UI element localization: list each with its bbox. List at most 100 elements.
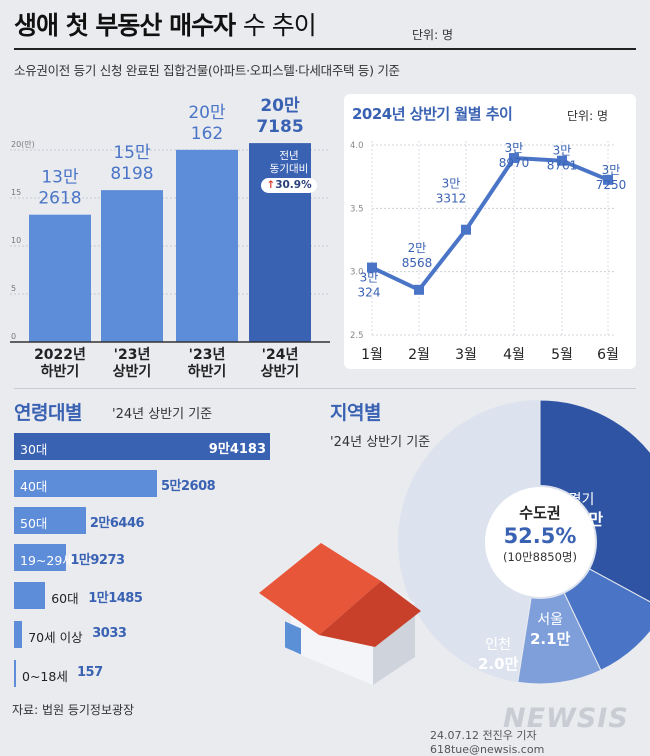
monthly-panel	[344, 94, 636, 369]
age-bar-row: 70세 이상 3033	[14, 621, 314, 648]
house-roof-left	[259, 543, 381, 635]
x-category-label: '23년 하반기	[187, 347, 227, 380]
segment-value: 6.9만	[560, 510, 604, 529]
age-group-label: 40대	[20, 479, 48, 494]
x-category-label: '24년 상반기	[260, 347, 300, 380]
age-bar-row: 0~18세 157	[14, 660, 314, 687]
region-section-sub: '24년 상반기 기준	[330, 435, 431, 450]
age-bar-row: 19~29세 1만9273	[14, 544, 314, 571]
age-bar-row: 50대 2만6446	[14, 507, 314, 534]
segment-label-gyeonggi: 경기 6.9만	[560, 490, 603, 530]
house-wall-side	[373, 607, 415, 685]
subtitle: 소유권이전 등기 신청 완료된 집합건물(아파트·오피스텔·다세대주택 등) 기…	[14, 63, 400, 78]
bar	[249, 143, 311, 342]
region-section-title: 지역별	[330, 402, 381, 424]
title-divider	[14, 48, 636, 50]
y-tick-label: 3.5	[350, 204, 364, 214]
age-bar	[14, 660, 16, 687]
yoy-label-2: 동기대비	[269, 163, 309, 175]
month-label: 3월	[455, 347, 477, 363]
bar-value-label: 162	[191, 124, 223, 144]
segment-label-incheon: 인천 2.0만	[478, 636, 518, 674]
point-value-label: 3만	[505, 141, 524, 155]
age-bar-row: 30대 9만4183	[14, 433, 314, 460]
bar	[101, 190, 163, 342]
house-roof-right	[319, 581, 421, 647]
segment-name: 인천	[485, 637, 512, 653]
x-category-label: 2022년 하반기	[34, 347, 86, 380]
unit-label: 단위: 명	[412, 28, 453, 42]
yoy-badge: ↑30.9%	[261, 178, 317, 193]
age-bar	[14, 507, 86, 534]
age-group-label: 60대	[51, 591, 79, 606]
age-value-label: 1만9273	[70, 553, 125, 568]
monthly-title: 2024년 상반기 월별 추이	[352, 105, 513, 123]
point-value-label: 8761	[547, 159, 578, 173]
y-tick-label: 3.0	[350, 268, 364, 278]
y-tick-label: 10	[11, 236, 21, 245]
point-value-label: 3만	[442, 177, 461, 191]
segment-label-seoul: 서울 2.1만	[530, 611, 570, 649]
bar	[29, 214, 91, 342]
point-value-label: 3312	[436, 192, 467, 206]
line-point	[509, 153, 519, 164]
month-label: 1월	[361, 347, 383, 363]
age-group-label: 70세 이상	[28, 630, 83, 645]
age-bar-row: 60대 1만1485	[14, 582, 314, 609]
monthly-unit: 단위: 명	[567, 109, 608, 123]
y-tick-label: 5	[11, 284, 16, 293]
bar-value-label: 13만	[41, 168, 79, 188]
center-count: (10만8850명)	[502, 550, 578, 564]
y-tick-label: 0	[11, 332, 16, 341]
window-icon	[285, 621, 301, 655]
y-tick-label: 4.0	[350, 141, 364, 151]
age-value-label: 2만6446	[89, 516, 145, 531]
segment-name: 서울	[537, 612, 564, 628]
segment-name: 경기	[568, 492, 595, 508]
age-value-label: 1만1485	[88, 591, 143, 606]
age-group-label: 0~18세	[22, 669, 68, 684]
age-group-label: 30대	[20, 442, 48, 457]
house-illustration	[259, 543, 421, 685]
age-value-label: 5만2608	[160, 479, 216, 494]
y-tick-label: 15	[11, 188, 21, 197]
age-bar	[14, 621, 23, 648]
age-value-label: 157	[77, 665, 103, 680]
monthly-line-chart: 4.03.53.02.5 3만3242만85683만33123만89703만87…	[350, 141, 627, 363]
line-point	[461, 224, 471, 235]
age-value-label: 3033	[92, 626, 127, 641]
point-value-label: 8568	[402, 256, 433, 270]
bar	[176, 149, 238, 342]
source-note: 자료: 법원 등기정보광장	[12, 703, 135, 717]
age-bar	[14, 433, 270, 460]
line-point	[557, 155, 567, 166]
age-group-label: 50대	[20, 516, 48, 531]
point-value-label: 3만	[553, 144, 572, 158]
credit-note: 24.07.12 전진우 기자 618tue@newsis.com	[430, 729, 545, 756]
yoy-value: 30.9%	[275, 179, 312, 191]
age-group-label: 19~29세	[20, 553, 74, 568]
age-bar	[14, 544, 67, 571]
center-label: 수도권	[519, 504, 561, 522]
point-value-label: 8970	[499, 156, 530, 170]
yoy-label-1: 전년	[279, 150, 299, 162]
month-label: 4월	[503, 347, 525, 363]
age-bar	[14, 470, 157, 497]
bar-value-label: 20만	[260, 96, 300, 116]
bar-value-label: 7185	[256, 117, 303, 137]
age-bar	[14, 582, 46, 609]
month-label: 6월	[597, 347, 619, 363]
bar-value-label: 8198	[110, 164, 153, 184]
monthly-series-line	[371, 156, 609, 292]
point-value-label: 7250	[596, 178, 627, 192]
line-point	[367, 262, 377, 273]
bar-value-label: 20만	[188, 103, 226, 123]
month-label: 2월	[408, 347, 430, 363]
bar-value-label: 2618	[38, 189, 81, 209]
title-accent-text: 수 추이	[242, 11, 317, 40]
point-value-label: 2만	[408, 241, 427, 255]
age-bar-row: 40대 5만2608	[14, 470, 314, 497]
bar-value-label: 15만	[113, 143, 151, 163]
up-arrow-icon: ↑	[266, 179, 276, 191]
